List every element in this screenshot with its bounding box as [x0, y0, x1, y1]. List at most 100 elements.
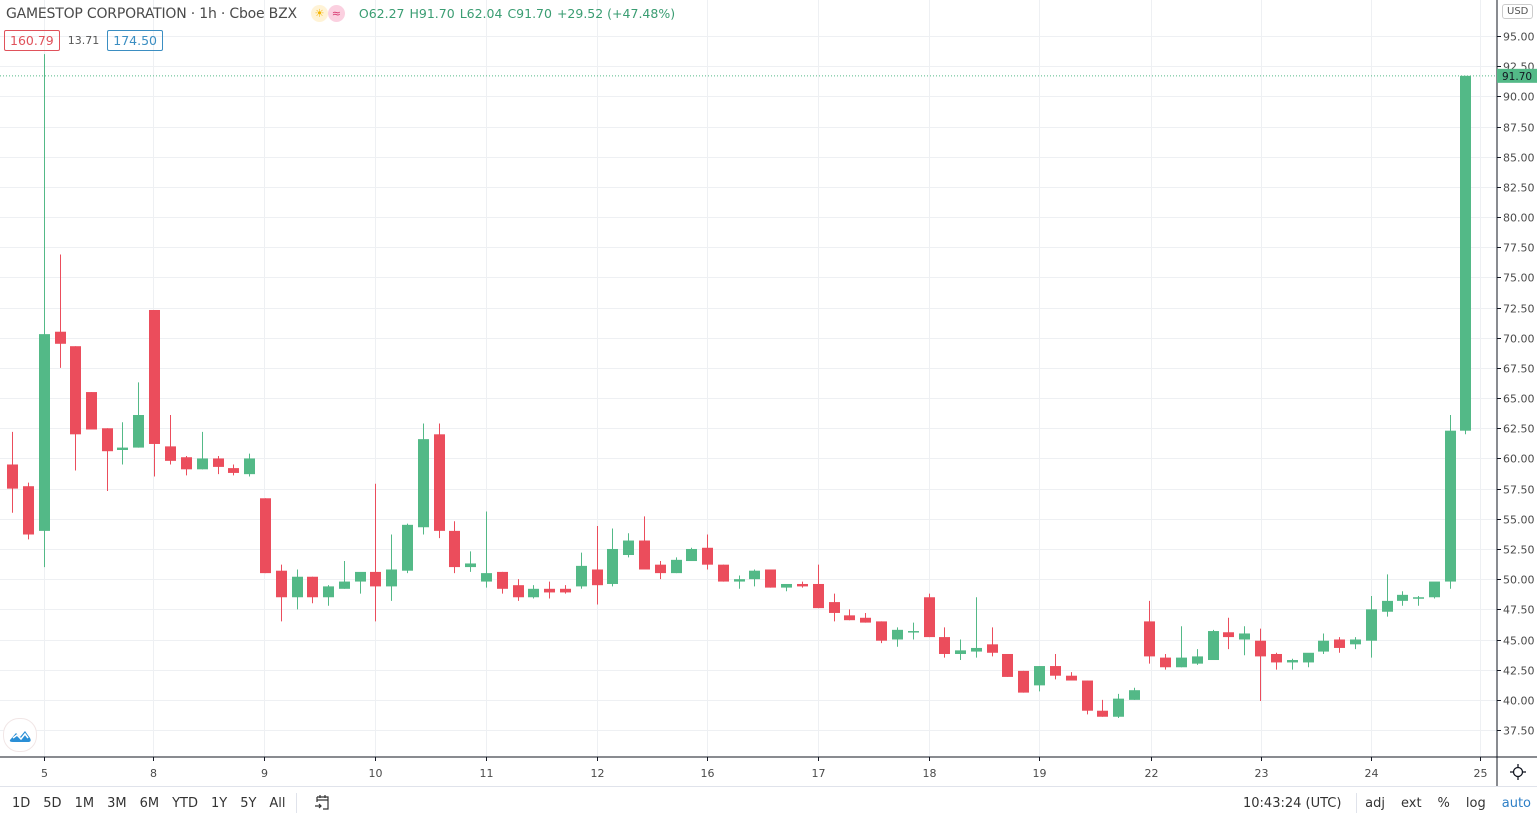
candle — [671, 557, 682, 574]
time-tick-label: 9 — [261, 767, 268, 780]
indicator-value-mid: 13.71 — [67, 34, 100, 47]
percent-toggle[interactable]: % — [1437, 796, 1450, 811]
candle — [734, 575, 745, 589]
candle — [528, 585, 539, 599]
candle — [797, 581, 808, 588]
candle — [276, 564, 287, 622]
range-3m[interactable]: 3M — [107, 796, 127, 811]
candle — [339, 561, 350, 589]
price-tick-label: 45.00 — [1503, 635, 1535, 648]
price-tick-label: 72.50 — [1503, 303, 1535, 316]
candle — [607, 528, 618, 587]
range-ytd[interactable]: YTD — [172, 796, 198, 811]
price-tick-label: 65.00 — [1503, 393, 1535, 406]
candle — [623, 533, 634, 558]
candle — [1350, 637, 1361, 650]
candle — [1066, 672, 1077, 681]
time-tick-label: 16 — [701, 767, 715, 780]
candle — [971, 597, 982, 658]
price-tick-label: 40.00 — [1503, 695, 1535, 708]
candle — [876, 621, 887, 644]
time-tick-label: 5 — [41, 767, 48, 780]
candle — [1160, 653, 1171, 670]
divider — [1356, 793, 1357, 813]
candle — [513, 579, 524, 601]
price-tick-label: 75.00 — [1503, 272, 1535, 285]
candle — [592, 526, 603, 605]
adj-toggle[interactable]: adj — [1365, 796, 1385, 811]
candle — [702, 534, 713, 570]
candle — [418, 423, 429, 535]
price-axis[interactable]: 95.0092.5090.0087.5085.0082.5080.0077.50… — [1497, 31, 1535, 738]
candle — [781, 583, 792, 592]
candle — [1113, 693, 1124, 718]
calendar-goto-icon[interactable] — [313, 794, 331, 816]
range-5d[interactable]: 5D — [43, 796, 62, 811]
candle — [449, 521, 460, 574]
price-tick-label: 95.00 — [1503, 31, 1535, 44]
candlestick-chart[interactable]: 95.0092.5090.0087.5085.0082.5080.0077.50… — [0, 0, 1537, 786]
candle — [718, 564, 729, 582]
candle — [497, 571, 508, 594]
range-1d[interactable]: 1D — [12, 796, 31, 811]
wave-icon[interactable]: ≈ — [327, 5, 345, 22]
cloud-chart-icon — [9, 731, 31, 742]
candle — [181, 456, 192, 476]
time-tick-label: 17 — [812, 767, 826, 780]
currency-label[interactable]: USD — [1502, 4, 1534, 19]
low-value: L62.04 — [459, 6, 503, 21]
price-tick-label: 60.00 — [1503, 453, 1535, 466]
candle — [117, 422, 128, 465]
symbol-title[interactable]: GAMESTOP CORPORATION · 1h · Cboe BZX — [6, 5, 297, 22]
price-tick-label: 57.50 — [1503, 484, 1535, 497]
tradingview-logo[interactable] — [3, 718, 37, 752]
candle — [465, 551, 476, 572]
candle — [908, 622, 919, 640]
candle — [749, 569, 760, 587]
ext-toggle[interactable]: ext — [1400, 796, 1422, 811]
log-toggle[interactable]: log — [1465, 796, 1486, 811]
range-5y[interactable]: 5Y — [240, 796, 257, 811]
price-tick-label: 47.50 — [1503, 604, 1535, 617]
candle — [1287, 658, 1298, 670]
price-tick-label: 55.00 — [1503, 514, 1535, 527]
price-tick-label: 87.50 — [1503, 122, 1535, 135]
candle — [1334, 637, 1345, 653]
time-axis[interactable]: 5 8 9 10 11 12 16 17 18 19 22 23 24 25 — [41, 757, 1488, 780]
time-tick-label: 24 — [1365, 767, 1379, 780]
time-tick-label: 10 — [369, 767, 383, 780]
candle — [355, 571, 366, 594]
utc-clock[interactable]: 10:43:24 (UTC) — [1243, 796, 1342, 811]
candle — [1034, 666, 1045, 692]
range-all[interactable]: All — [269, 796, 286, 811]
candle — [1208, 629, 1219, 661]
candle — [55, 254, 66, 368]
candle — [576, 552, 587, 589]
divider — [296, 793, 297, 813]
change-value: +29.52 (+47.48%) — [556, 6, 676, 21]
candle — [370, 483, 381, 622]
price-tick-label: 50.00 — [1503, 574, 1535, 587]
candle — [1223, 617, 1234, 650]
range-1m[interactable]: 1M — [74, 796, 95, 811]
candle — [1050, 653, 1061, 680]
range-6m[interactable]: 6M — [139, 796, 160, 811]
candle — [955, 639, 966, 661]
candle — [829, 593, 840, 622]
candle — [197, 431, 208, 470]
price-tick-label: 80.00 — [1503, 212, 1535, 225]
candle — [23, 482, 34, 540]
candle — [1397, 591, 1408, 606]
candle — [1239, 626, 1250, 656]
settings-gear-icon[interactable] — [1509, 763, 1527, 785]
auto-toggle[interactable]: auto — [1501, 796, 1531, 811]
high-value: H91.70 — [409, 6, 455, 21]
price-tick-label: 90.00 — [1503, 91, 1535, 104]
candle — [481, 511, 492, 588]
candle — [1318, 633, 1329, 654]
range-1y[interactable]: 1Y — [210, 796, 228, 811]
grid-lines — [0, 0, 1497, 757]
candle — [307, 576, 318, 604]
sun-icon[interactable]: ☀ — [310, 5, 328, 22]
time-tick-label: 11 — [480, 767, 494, 780]
